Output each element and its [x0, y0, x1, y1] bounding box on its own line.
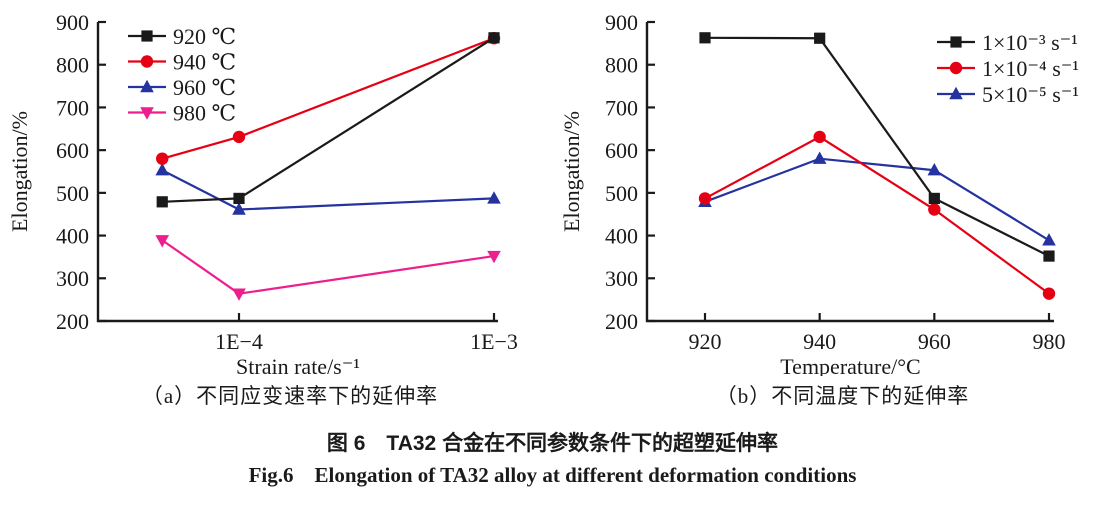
data-point-marker	[232, 288, 246, 301]
legend-label: 1×10⁻³ s⁻¹	[982, 30, 1078, 55]
y-tick-label: 900	[56, 10, 89, 35]
chart-a: 200 300 400 500 600 700 800 900 1E−4 1E−3 920 ℃940…	[7, 10, 518, 376]
y-axis-title: Elongation/%	[559, 111, 584, 232]
x-axis-title: Temperature/°C	[780, 354, 920, 376]
x-tick-label: 980	[1033, 329, 1066, 354]
data-point-marker	[813, 130, 826, 144]
data-point-marker	[928, 203, 941, 216]
data-point-marker	[1042, 287, 1056, 300]
x-tick-label: 1E−4	[215, 329, 263, 354]
y-tick-label: 800	[56, 53, 89, 78]
data-point-marker	[927, 163, 942, 176]
y-tick-label: 200	[56, 309, 89, 334]
chart-panel-a: 200 300 400 500 600 700 800 900 1E−4 1E−3 920 ℃ 940…	[0, 0, 552, 409]
y-axis-title: Elongation/%	[7, 111, 32, 232]
chart-panel-b: 200 300 400 500 600 700 800 900 920 940 960 980 1×10…	[552, 0, 1105, 409]
legend-marker-icon	[949, 86, 963, 100]
chart-b: 200 300 400 500 600 700 800 900 920 940 960 980 1×10…	[559, 10, 1079, 376]
y-tick-label: 500	[605, 181, 638, 206]
legend-label: 920 ℃	[173, 24, 236, 49]
y-tick-label: 900	[605, 10, 638, 35]
data-point-marker	[488, 32, 500, 44]
series-line-2	[161, 169, 495, 211]
legend-marker-icon	[140, 107, 154, 120]
legend-marker-icon	[141, 30, 153, 42]
chart-b-caption: （b）不同温度下的延伸率	[715, 384, 970, 408]
chart-a-caption: （a）不同应变速率下的延伸率	[141, 384, 439, 408]
x-tick-label: 1E−3	[470, 329, 518, 354]
series-line-2	[704, 157, 1050, 242]
y-tick-label: 600	[605, 138, 638, 163]
data-point-marker	[928, 192, 940, 205]
y-tick-label: 300	[56, 266, 89, 291]
charts-row: 200 300 400 500 600 700 800 900 1E−4 1E−3 920 ℃ 940…	[0, 0, 1105, 409]
data-point-marker	[155, 235, 170, 248]
legend-marker-icon	[140, 79, 154, 93]
legend-marker-icon	[950, 36, 962, 48]
y-tick-label: 800	[605, 53, 638, 78]
data-point-marker	[487, 250, 501, 264]
legend-label: 980 ℃	[173, 100, 236, 125]
x-tick-label: 940	[803, 329, 836, 354]
data-point-marker	[232, 202, 246, 215]
data-point-marker	[232, 130, 246, 144]
y-tick-label: 700	[56, 95, 89, 120]
data-point-marker	[156, 196, 168, 208]
legend-label: 5×10⁻⁵ s⁻¹	[982, 82, 1079, 107]
series-line-1	[704, 135, 1050, 295]
y-tick-label: 300	[605, 266, 638, 291]
legend-label: 960 ℃	[173, 75, 236, 100]
data-point-marker	[699, 32, 711, 44]
y-tick-label: 400	[56, 223, 89, 248]
data-point-marker	[156, 152, 169, 165]
data-point-marker	[155, 163, 170, 176]
data-point-marker	[698, 192, 712, 205]
y-tick-label: 500	[56, 181, 89, 206]
legend-marker-icon	[140, 55, 154, 68]
x-tick-label: 920	[689, 329, 722, 354]
data-point-marker	[1043, 250, 1055, 262]
legend-label: 1×10⁻⁴ s⁻¹	[982, 56, 1079, 81]
y-tick-label: 700	[605, 95, 638, 120]
series-line-3	[161, 239, 495, 295]
y-tick-label: 200	[605, 309, 638, 334]
x-axis-title: Strain rate/s⁻¹	[236, 354, 360, 376]
y-tick-label: 400	[605, 223, 638, 248]
y-tick-label: 600	[56, 138, 89, 163]
data-point-marker	[814, 32, 826, 44]
x-tick-label: 960	[918, 329, 951, 354]
series-line-0	[704, 36, 1050, 258]
data-point-marker	[233, 192, 245, 205]
legend-label: 940 ℃	[173, 49, 236, 74]
data-point-marker	[487, 191, 501, 204]
figure-caption-en: Fig.6 Elongation of TA32 alloy at differ…	[248, 463, 857, 487]
data-point-marker	[1042, 233, 1056, 246]
legend-marker-icon	[949, 61, 963, 75]
data-point-marker	[812, 151, 827, 164]
figure-caption-zh: 图 6 TA32 合金在不同参数条件下的超塑延伸率	[326, 432, 779, 455]
